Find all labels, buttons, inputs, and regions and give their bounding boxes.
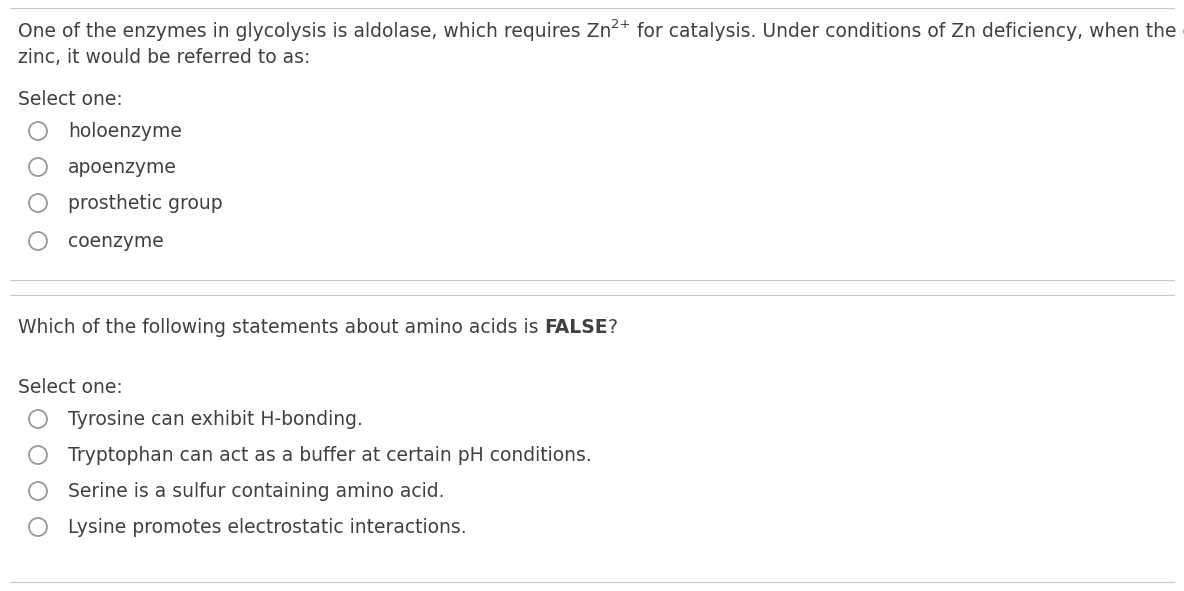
Text: Select one:: Select one: xyxy=(18,378,123,397)
Text: zinc, it would be referred to as:: zinc, it would be referred to as: xyxy=(18,48,310,67)
Text: holoenzyme: holoenzyme xyxy=(67,122,182,141)
Text: apoenzyme: apoenzyme xyxy=(67,158,176,177)
Text: Lysine promotes electrostatic interactions.: Lysine promotes electrostatic interactio… xyxy=(67,518,466,537)
Text: Tyrosine can exhibit H-bonding.: Tyrosine can exhibit H-bonding. xyxy=(67,410,362,429)
Text: for catalysis. Under conditions of Zn deficiency, when the enzyme lacks: for catalysis. Under conditions of Zn de… xyxy=(631,22,1184,41)
Text: Tryptophan can act as a buffer at certain pH conditions.: Tryptophan can act as a buffer at certai… xyxy=(67,446,592,465)
Text: FALSE: FALSE xyxy=(545,318,609,337)
Text: Select one:: Select one: xyxy=(18,90,123,109)
Text: 2+: 2+ xyxy=(611,18,631,31)
Text: Serine is a sulfur containing amino acid.: Serine is a sulfur containing amino acid… xyxy=(67,482,444,501)
Text: Which of the following statements about amino acids is: Which of the following statements about … xyxy=(18,318,545,337)
Text: prosthetic group: prosthetic group xyxy=(67,194,223,213)
Text: ?: ? xyxy=(609,318,618,337)
Text: One of the enzymes in glycolysis is aldolase, which requires Zn: One of the enzymes in glycolysis is aldo… xyxy=(18,22,611,41)
Text: coenzyme: coenzyme xyxy=(67,232,163,251)
